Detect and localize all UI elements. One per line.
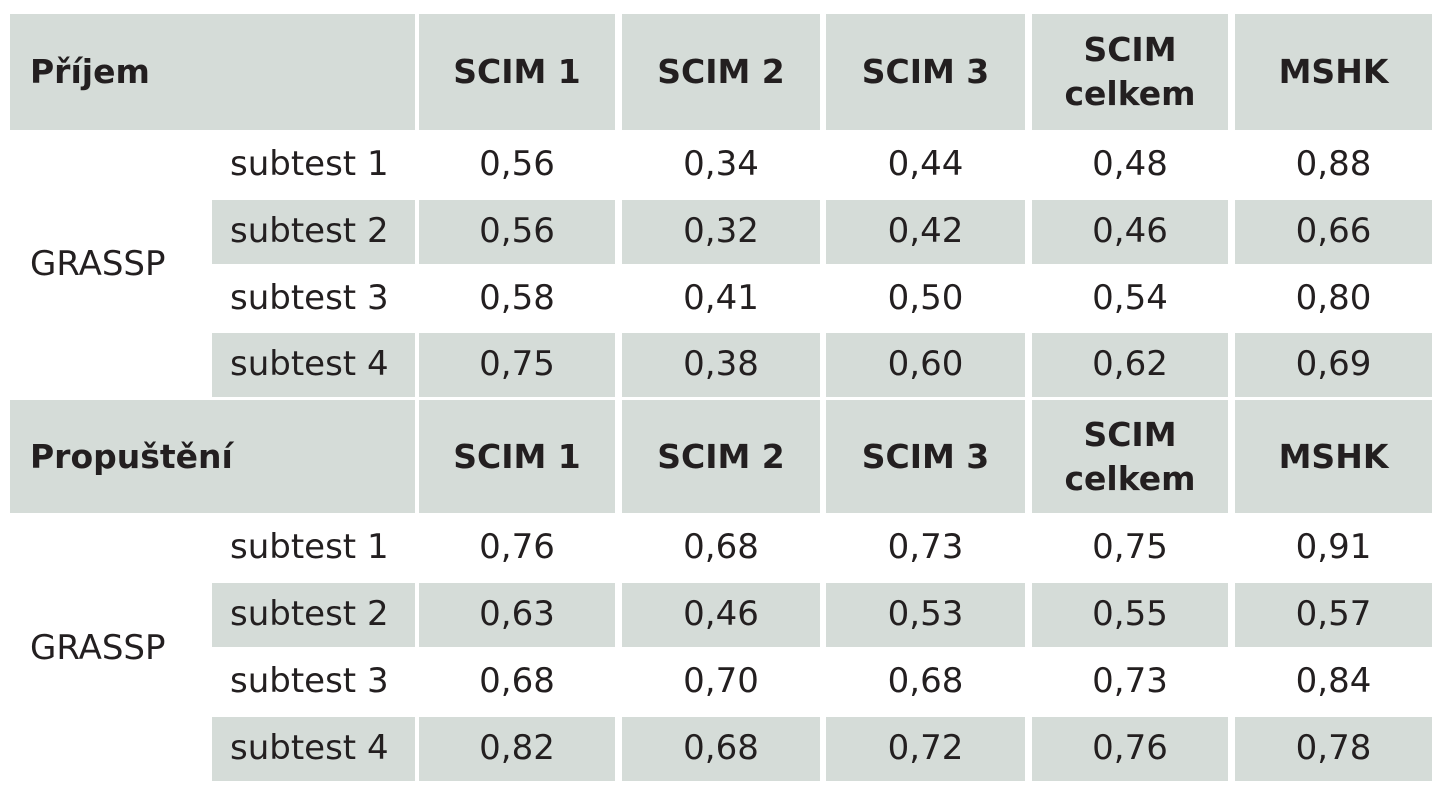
value-cell: 0,73 — [887, 527, 964, 568]
column-header: SCIM 2 — [622, 14, 820, 130]
column-header: MSHK — [1235, 400, 1432, 513]
value-cell: 0,82 — [419, 717, 615, 781]
value-cell: 0,75 — [419, 333, 615, 397]
value-cell: 0,66 — [1235, 200, 1432, 264]
row-label: subtest 3 — [230, 277, 389, 318]
row-label: subtest 2 — [212, 583, 415, 647]
group-label: GRASSP — [30, 244, 166, 285]
value-cell: 0,68 — [479, 661, 555, 702]
value-cell: 0,46 — [622, 583, 820, 647]
column-header: SCIM 1 — [419, 400, 615, 513]
value-cell: 0,88 — [1295, 144, 1372, 185]
value-cell: 0,80 — [1295, 277, 1372, 318]
row-label: subtest 4 — [212, 717, 415, 781]
column-header: SCIM 1 — [419, 14, 615, 130]
value-cell: 0,73 — [1092, 661, 1168, 702]
value-cell: 0,60 — [826, 333, 1025, 397]
value-cell: 0,78 — [1235, 717, 1432, 781]
column-header: MSHK — [1235, 14, 1432, 130]
column-header: SCIM celkem — [1032, 400, 1228, 513]
value-cell: 0,48 — [1092, 144, 1168, 185]
value-cell: 0,84 — [1295, 661, 1372, 702]
value-cell: 0,56 — [479, 144, 555, 185]
value-cell: 0,41 — [683, 277, 759, 318]
value-cell: 0,68 — [622, 717, 820, 781]
value-cell: 0,63 — [419, 583, 615, 647]
value-cell: 0,42 — [826, 200, 1025, 264]
section-title: Příjem — [10, 14, 415, 130]
value-cell: 0,54 — [1092, 277, 1168, 318]
value-cell: 0,75 — [1092, 527, 1168, 568]
value-cell: 0,68 — [887, 661, 964, 702]
column-header: SCIM 2 — [622, 400, 820, 513]
value-cell: 0,34 — [683, 144, 759, 185]
section-title: Propuštění — [10, 400, 415, 513]
value-cell: 0,46 — [1032, 200, 1228, 264]
value-cell: 0,72 — [826, 717, 1025, 781]
row-label: subtest 1 — [230, 527, 389, 568]
value-cell: 0,91 — [1295, 527, 1372, 568]
row-label: subtest 3 — [230, 661, 389, 702]
value-cell: 0,44 — [887, 144, 964, 185]
value-cell: 0,62 — [1032, 333, 1228, 397]
column-header: SCIM 3 — [826, 400, 1025, 513]
column-header: SCIM 3 — [826, 14, 1025, 130]
value-cell: 0,50 — [887, 277, 964, 318]
value-cell: 0,76 — [1032, 717, 1228, 781]
value-cell: 0,70 — [683, 661, 759, 702]
value-cell: 0,57 — [1235, 583, 1432, 647]
value-cell: 0,55 — [1032, 583, 1228, 647]
row-label: subtest 2 — [212, 200, 415, 264]
value-cell: 0,58 — [479, 277, 555, 318]
group-label: GRASSP — [30, 627, 166, 668]
value-cell: 0,76 — [479, 527, 555, 568]
value-cell: 0,38 — [622, 333, 820, 397]
value-cell: 0,53 — [826, 583, 1025, 647]
value-cell: 0,56 — [419, 200, 615, 264]
column-header: SCIM celkem — [1032, 14, 1228, 130]
value-cell: 0,68 — [683, 527, 759, 568]
value-cell: 0,69 — [1235, 333, 1432, 397]
row-label: subtest 4 — [212, 333, 415, 397]
row-label: subtest 1 — [230, 144, 389, 185]
value-cell: 0,32 — [622, 200, 820, 264]
